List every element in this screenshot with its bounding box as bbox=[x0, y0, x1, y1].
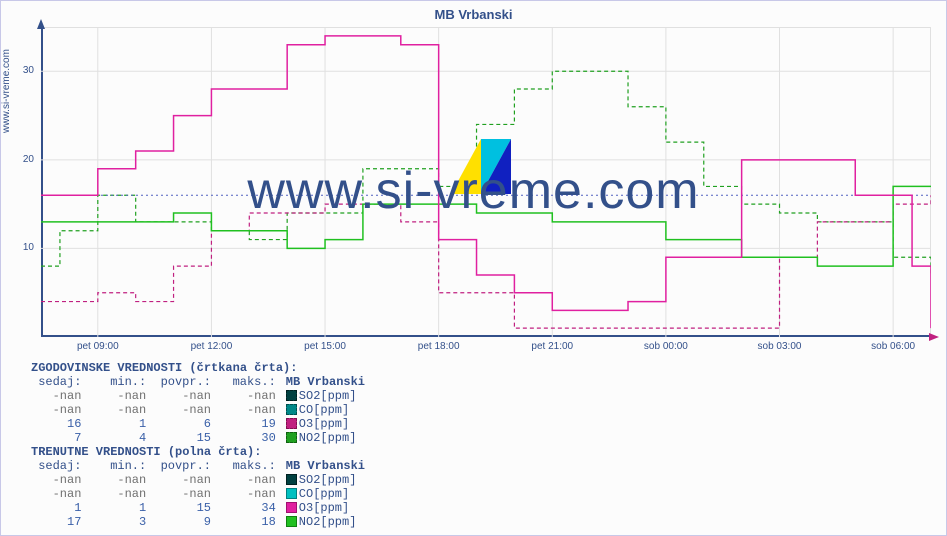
legend-swatch-icon bbox=[286, 404, 297, 415]
col-header: sedaj: bbox=[31, 459, 81, 473]
x-tick-label: sob 03:00 bbox=[745, 341, 815, 352]
cell: 15 bbox=[146, 431, 211, 445]
x-tick-label: pet 15:00 bbox=[290, 341, 360, 352]
series-O3 hist bbox=[41, 195, 931, 328]
cell: -nan bbox=[81, 473, 146, 487]
cell: 1 bbox=[81, 417, 146, 431]
y-tick-label: 10 bbox=[9, 242, 34, 253]
legend-swatch-icon bbox=[286, 488, 297, 499]
x-tick-label: pet 18:00 bbox=[404, 341, 474, 352]
cell: -nan bbox=[146, 487, 211, 501]
side-label: www.si-vreme.com bbox=[1, 31, 12, 151]
col-header: min.: bbox=[81, 375, 146, 389]
cell: 18 bbox=[211, 515, 276, 529]
table-row: 111534O3[ppm] bbox=[31, 501, 365, 515]
cell: -nan bbox=[31, 389, 81, 403]
y-tick-label: 30 bbox=[9, 65, 34, 76]
col-header: povpr.: bbox=[146, 375, 211, 389]
col-header: povpr.: bbox=[146, 459, 211, 473]
cell: 15 bbox=[146, 501, 211, 515]
legend-swatch-icon bbox=[286, 474, 297, 485]
hist-heading: ZGODOVINSKE VREDNOSTI (črtkana črta): bbox=[31, 361, 365, 375]
series-NO2 current bbox=[41, 186, 931, 266]
table-row: -nan-nan-nan-nanSO2[ppm] bbox=[31, 473, 365, 487]
cell: 19 bbox=[211, 417, 276, 431]
table-row: 161619O3[ppm] bbox=[31, 417, 365, 431]
legend-swatch-icon bbox=[286, 502, 297, 513]
cell: 17 bbox=[31, 515, 81, 529]
cell: 4 bbox=[81, 431, 146, 445]
cell: 7 bbox=[31, 431, 81, 445]
cell: -nan bbox=[146, 389, 211, 403]
table-row: -nan-nan-nan-nanCO[ppm] bbox=[31, 403, 365, 417]
cell: 16 bbox=[31, 417, 81, 431]
param-label: SO2[ppm] bbox=[299, 389, 357, 403]
legend-swatch-icon bbox=[286, 516, 297, 527]
cell: -nan bbox=[146, 403, 211, 417]
x-tick-label: sob 00:00 bbox=[631, 341, 701, 352]
param-label: NO2[ppm] bbox=[299, 515, 357, 529]
cell: -nan bbox=[81, 487, 146, 501]
station-name: MB Vrbanski bbox=[276, 375, 365, 389]
cell: 1 bbox=[31, 501, 81, 515]
x-tick-label: pet 12:00 bbox=[176, 341, 246, 352]
col-header: sedaj: bbox=[31, 375, 81, 389]
y-tick-label: 20 bbox=[9, 154, 34, 165]
cell: -nan bbox=[31, 473, 81, 487]
col-header: maks.: bbox=[211, 459, 276, 473]
x-tick-label: pet 09:00 bbox=[63, 341, 133, 352]
table-row: -nan-nan-nan-nanSO2[ppm] bbox=[31, 389, 365, 403]
logo-icon bbox=[451, 139, 511, 194]
legend-swatch-icon bbox=[286, 432, 297, 443]
param-label: NO2[ppm] bbox=[299, 431, 357, 445]
cell: 30 bbox=[211, 431, 276, 445]
cell: 9 bbox=[146, 515, 211, 529]
cell: -nan bbox=[211, 389, 276, 403]
col-header: maks.: bbox=[211, 375, 276, 389]
table-row: 173918 NO2[ppm] bbox=[31, 515, 365, 529]
station-name: MB Vrbanski bbox=[276, 459, 365, 473]
cell: -nan bbox=[211, 403, 276, 417]
param-label: O3[ppm] bbox=[299, 501, 349, 515]
table-row: -nan-nan-nan-nanCO[ppm] bbox=[31, 487, 365, 501]
cell: -nan bbox=[146, 473, 211, 487]
table-row: 741530 NO2[ppm] bbox=[31, 431, 365, 445]
cell: -nan bbox=[31, 403, 81, 417]
chart-container: www.si-vreme.com MB Vrbanski 10 20 30 pet … bbox=[0, 0, 947, 536]
x-tick-label: sob 06:00 bbox=[858, 341, 928, 352]
param-label: CO[ppm] bbox=[299, 487, 349, 501]
chart-title: MB Vrbanski bbox=[1, 7, 946, 22]
col-header: min.: bbox=[81, 459, 146, 473]
legend-swatch-icon bbox=[286, 390, 297, 401]
data-tables: ZGODOVINSKE VREDNOSTI (črtkana črta): se… bbox=[31, 361, 365, 529]
cell: -nan bbox=[211, 487, 276, 501]
param-label: CO[ppm] bbox=[299, 403, 349, 417]
hist-headers: sedaj:min.:povpr.:maks.:MB Vrbanski bbox=[31, 375, 365, 389]
param-label: O3[ppm] bbox=[299, 417, 349, 431]
cell: 6 bbox=[146, 417, 211, 431]
curr-heading: TRENUTNE VREDNOSTI (polna črta): bbox=[31, 445, 365, 459]
cell: -nan bbox=[31, 487, 81, 501]
cell: -nan bbox=[81, 403, 146, 417]
cell: 1 bbox=[81, 501, 146, 515]
param-label: SO2[ppm] bbox=[299, 473, 357, 487]
legend-swatch-icon bbox=[286, 418, 297, 429]
cell: 34 bbox=[211, 501, 276, 515]
cell: -nan bbox=[81, 389, 146, 403]
cell: 3 bbox=[81, 515, 146, 529]
cell: -nan bbox=[211, 473, 276, 487]
curr-headers: sedaj:min.:povpr.:maks.:MB Vrbanski bbox=[31, 459, 365, 473]
x-tick-label: pet 21:00 bbox=[517, 341, 587, 352]
